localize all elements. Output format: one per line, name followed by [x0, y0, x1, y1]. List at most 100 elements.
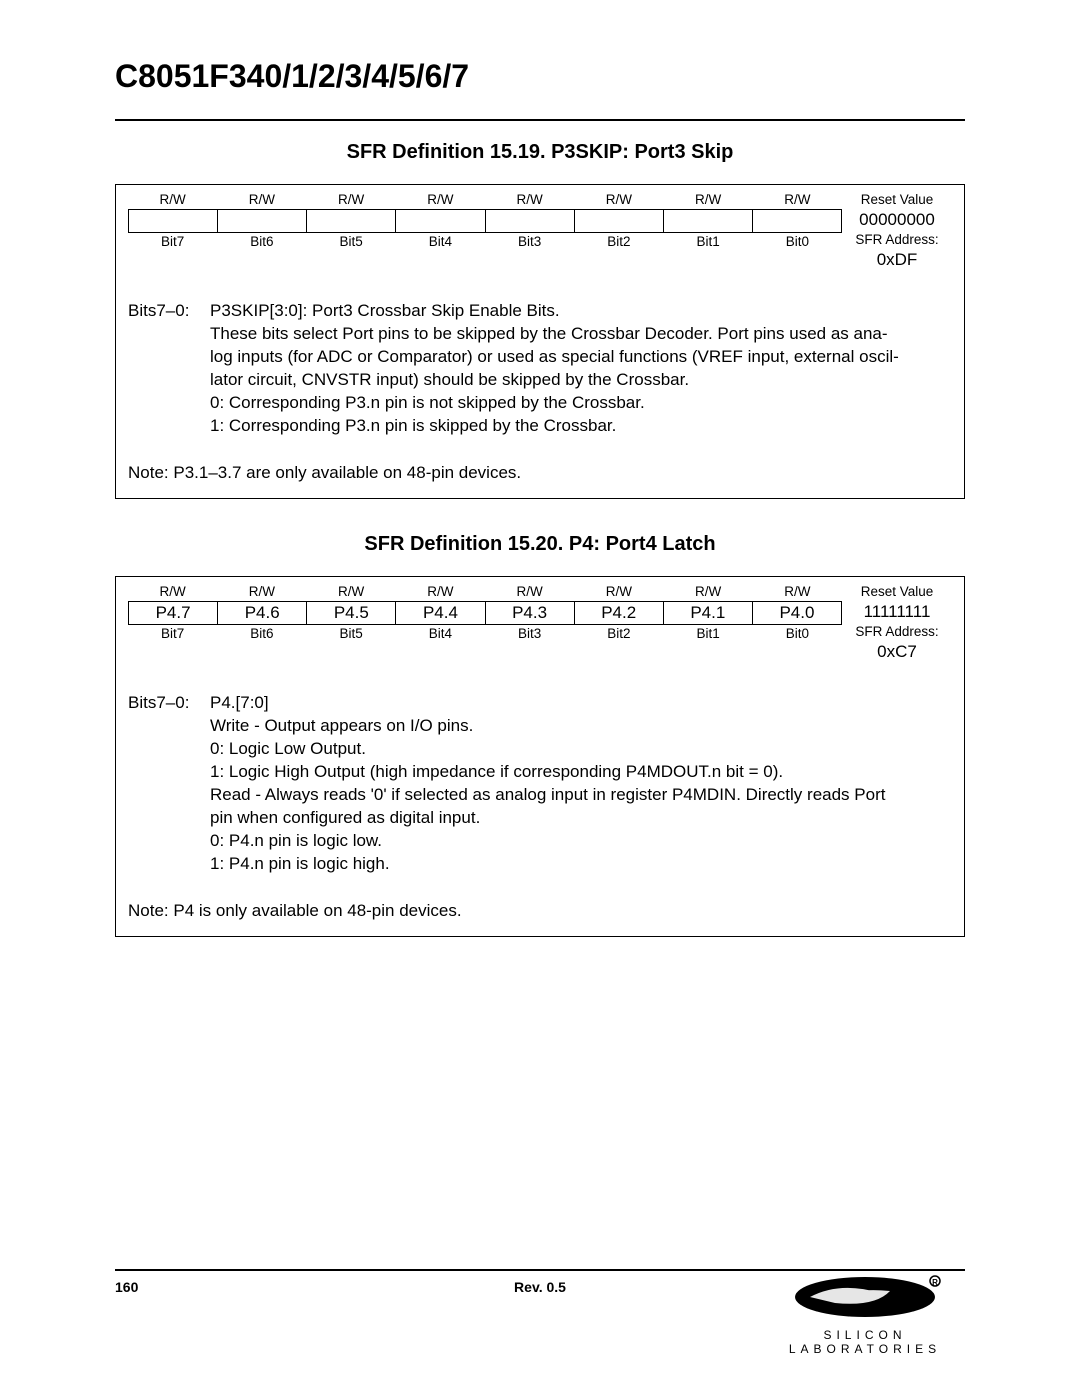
- addr-label: SFR Address:: [842, 231, 952, 249]
- bitname-cell: P4.3: [485, 601, 574, 625]
- sfr-box-p4: R/W R/W R/W R/W R/W R/W R/W R/W P4.7 P4.…: [115, 576, 965, 937]
- bitnum-cell: Bit1: [664, 625, 753, 643]
- desc-line: 1: P4.n pin is logic high.: [210, 852, 952, 875]
- bitname-cell: [306, 209, 395, 233]
- bitnum-row: Bit7 Bit6 Bit5 Bit4 Bit3 Bit2 Bit1 Bit0: [128, 233, 842, 251]
- reset-label: Reset Value: [842, 583, 952, 601]
- company-name: SILICON LABORATORIES: [765, 1328, 965, 1356]
- bitnum-cell: Bit5: [307, 233, 396, 251]
- bitname-cell: [752, 209, 842, 233]
- desc-line: Read - Always reads '0' if selected as a…: [210, 783, 952, 806]
- desc-line: These bits select Port pins to be skippe…: [210, 322, 952, 345]
- rw-cell: R/W: [128, 583, 217, 601]
- bitname-cell: P4.2: [574, 601, 663, 625]
- bitnum-cell: Bit5: [307, 625, 396, 643]
- bitnum-cell: Bit2: [574, 625, 663, 643]
- desc-row: Bits7–0: P3SKIP[3:0]: Port3 Crossbar Ski…: [128, 299, 952, 437]
- reset-value: 11111111: [842, 601, 952, 623]
- page: C8051F340/1/2/3/4/5/6/7 SFR Definition 1…: [0, 0, 1080, 1397]
- sfr-box-p3skip: R/W R/W R/W R/W R/W R/W R/W R/W: [115, 184, 965, 499]
- bitname-cell: P4.7: [128, 601, 217, 625]
- silicon-labs-logo-icon: R: [780, 1273, 950, 1321]
- bitnum-cell: Bit6: [217, 625, 306, 643]
- rw-cell: R/W: [753, 583, 842, 601]
- bitnum-cell: Bit1: [664, 233, 753, 251]
- bitname-cell: [128, 209, 217, 233]
- addr-value: 0xDF: [842, 249, 952, 271]
- rw-cell: R/W: [574, 191, 663, 209]
- note-p3skip: Note: P3.1–3.7 are only available on 48-…: [128, 461, 952, 484]
- bitnum-cell: Bit3: [485, 233, 574, 251]
- bitnum-cell: Bit6: [217, 233, 306, 251]
- desc-line: Write - Output appears on I/O pins.: [210, 714, 952, 737]
- bitnum-cell: Bit7: [128, 625, 217, 643]
- bitnum-cell: Bit7: [128, 233, 217, 251]
- rw-row: R/W R/W R/W R/W R/W R/W R/W R/W: [128, 583, 842, 601]
- rw-cell: R/W: [574, 583, 663, 601]
- bitnum-cell: Bit4: [396, 233, 485, 251]
- bitnum-cell: Bit3: [485, 625, 574, 643]
- desc-line: log inputs (for ADC or Comparator) or us…: [210, 345, 952, 368]
- bitname-row: [128, 209, 842, 233]
- rw-cell: R/W: [664, 191, 753, 209]
- desc-line: 1: Logic High Output (high impedance if …: [210, 760, 952, 783]
- bitnum-cell: Bit4: [396, 625, 485, 643]
- desc-line: P3SKIP[3:0]: Port3 Crossbar Skip Enable …: [210, 299, 952, 322]
- document-title: C8051F340/1/2/3/4/5/6/7: [115, 58, 965, 95]
- reset-value: 00000000: [842, 209, 952, 231]
- bitnum-cell: Bit2: [574, 233, 663, 251]
- desc-line: 0: P4.n pin is logic low.: [210, 829, 952, 852]
- desc-text: P4.[7:0] Write - Output appears on I/O p…: [210, 691, 952, 875]
- bitname-cell: P4.4: [395, 601, 484, 625]
- bitname-cell: P4.0: [752, 601, 842, 625]
- bitname-cell: P4.6: [217, 601, 306, 625]
- section-title-p3skip: SFR Definition 15.19. P3SKIP: Port3 Skip: [115, 141, 965, 164]
- desc-line: 0: Corresponding P3.n pin is not skipped…: [210, 391, 952, 414]
- rw-cell: R/W: [307, 583, 396, 601]
- bitname-cell: [574, 209, 663, 233]
- rw-row: R/W R/W R/W R/W R/W R/W R/W R/W: [128, 191, 842, 209]
- desc-line: pin when configured as digital input.: [210, 806, 952, 829]
- desc-bits-label: Bits7–0:: [128, 299, 210, 437]
- addr-value: 0xC7: [842, 641, 952, 663]
- company-logo: R SILICON LABORATORIES: [765, 1273, 965, 1356]
- section-title-p4: SFR Definition 15.20. P4: Port4 Latch: [115, 533, 965, 556]
- side-col: Reset Value 00000000 SFR Address: 0xDF: [842, 191, 952, 271]
- rw-cell: R/W: [217, 583, 306, 601]
- bitname-cell: [485, 209, 574, 233]
- bitname-cell: [395, 209, 484, 233]
- rw-cell: R/W: [128, 191, 217, 209]
- svg-text:R: R: [932, 1278, 938, 1287]
- header-divider: [115, 119, 965, 121]
- desc-line: 0: Logic Low Output.: [210, 737, 952, 760]
- desc-line: lator circuit, CNVSTR input) should be s…: [210, 368, 952, 391]
- desc-bits-label: Bits7–0:: [128, 691, 210, 875]
- page-footer: 160 Rev. 0.5 R SILICON LABORATORIES: [115, 1269, 965, 1349]
- reset-label: Reset Value: [842, 191, 952, 209]
- bitnum-cell: Bit0: [753, 233, 842, 251]
- bits-table-p4: R/W R/W R/W R/W R/W R/W R/W R/W P4.7 P4.…: [128, 583, 952, 663]
- desc-text: P3SKIP[3:0]: Port3 Crossbar Skip Enable …: [210, 299, 952, 437]
- bitname-cell: [217, 209, 306, 233]
- bitname-cell: P4.1: [663, 601, 752, 625]
- rw-cell: R/W: [307, 191, 396, 209]
- bitname-cell: P4.5: [306, 601, 395, 625]
- rw-cell: R/W: [753, 191, 842, 209]
- revision-label: Rev. 0.5: [398, 1279, 681, 1295]
- bitname-cell: [663, 209, 752, 233]
- desc-line: 1: Corresponding P3.n pin is skipped by …: [210, 414, 952, 437]
- rw-cell: R/W: [485, 191, 574, 209]
- rw-cell: R/W: [396, 583, 485, 601]
- rw-cell: R/W: [664, 583, 753, 601]
- rw-cell: R/W: [217, 191, 306, 209]
- bitnum-row: Bit7 Bit6 Bit5 Bit4 Bit3 Bit2 Bit1 Bit0: [128, 625, 842, 643]
- bits-table-p3skip: R/W R/W R/W R/W R/W R/W R/W R/W: [128, 191, 952, 271]
- addr-label: SFR Address:: [842, 623, 952, 641]
- rw-cell: R/W: [485, 583, 574, 601]
- desc-row: Bits7–0: P4.[7:0] Write - Output appears…: [128, 691, 952, 875]
- rw-cell: R/W: [396, 191, 485, 209]
- page-number: 160: [115, 1279, 398, 1295]
- desc-line: P4.[7:0]: [210, 691, 952, 714]
- side-col: Reset Value 11111111 SFR Address: 0xC7: [842, 583, 952, 663]
- bitnum-cell: Bit0: [753, 625, 842, 643]
